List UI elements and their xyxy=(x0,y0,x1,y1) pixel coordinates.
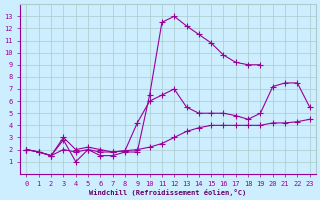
X-axis label: Windchill (Refroidissement éolien,°C): Windchill (Refroidissement éolien,°C) xyxy=(90,189,247,196)
